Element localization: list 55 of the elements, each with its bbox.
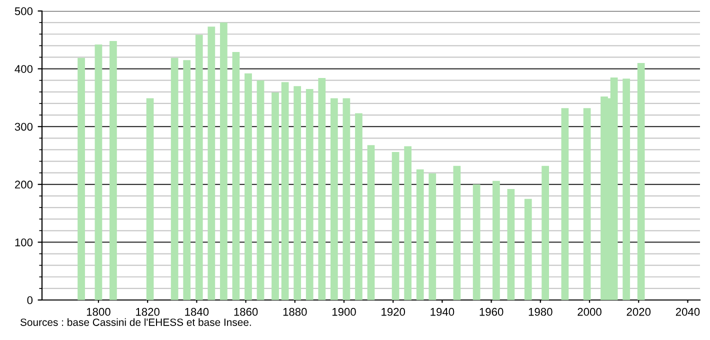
- x-tick-label: 2040: [676, 308, 700, 316]
- bar: [183, 60, 191, 300]
- x-tick-label: 2000: [578, 308, 602, 316]
- bar: [256, 80, 264, 300]
- bar: [146, 98, 154, 300]
- y-tick-label: 300: [14, 122, 33, 131]
- x-tick-label: 1860: [234, 308, 258, 316]
- x-tick-label: 1900: [332, 308, 356, 316]
- bar: [318, 78, 326, 300]
- y-tick-label: 500: [14, 7, 33, 16]
- x-tick-label: 1800: [86, 308, 110, 316]
- bar: [472, 184, 480, 300]
- bar: [583, 108, 591, 300]
- bar: [492, 180, 500, 300]
- x-tick-label: 2020: [626, 308, 651, 316]
- bar: [232, 52, 240, 300]
- x-tick-label: 1920: [382, 308, 406, 316]
- bar: [542, 166, 550, 300]
- x-tick-label: 1880: [283, 308, 307, 316]
- bar: [220, 22, 228, 300]
- y-tick-label: 100: [15, 238, 33, 246]
- x-tick-label: 1940: [430, 308, 454, 316]
- bar: [281, 82, 289, 300]
- bar: [507, 189, 515, 300]
- x-tick-label: 1980: [528, 308, 552, 316]
- bar: [428, 173, 436, 300]
- bar: [392, 152, 400, 300]
- bar: [342, 98, 350, 300]
- y-tick-label: 400: [14, 65, 33, 73]
- bar: [110, 41, 117, 300]
- bar: [637, 63, 645, 300]
- bar: [404, 146, 412, 300]
- bar: [453, 166, 461, 300]
- x-tick-label: 1840: [185, 308, 209, 316]
- bar: [367, 145, 375, 300]
- x-tick-label: 1820: [136, 308, 160, 316]
- y-tick-label: 200: [14, 180, 33, 189]
- bar: [355, 113, 362, 300]
- bar: [524, 198, 532, 300]
- bar: [294, 86, 302, 300]
- bar: [306, 89, 314, 300]
- bar: [170, 58, 178, 300]
- bar: [208, 26, 216, 300]
- y-tick-label: 0: [27, 296, 33, 304]
- bar: [416, 169, 424, 300]
- bar: [622, 78, 630, 300]
- bar: [330, 98, 338, 300]
- bar: [244, 73, 252, 300]
- bar: [272, 92, 279, 300]
- bar: [561, 108, 569, 300]
- source-note: Sources : base Cassini de l'EHESS et base Insee.: [20, 318, 251, 326]
- bar: [195, 34, 203, 300]
- bar: [94, 44, 102, 300]
- bar: [78, 58, 85, 300]
- x-tick-label: 1960: [480, 308, 504, 316]
